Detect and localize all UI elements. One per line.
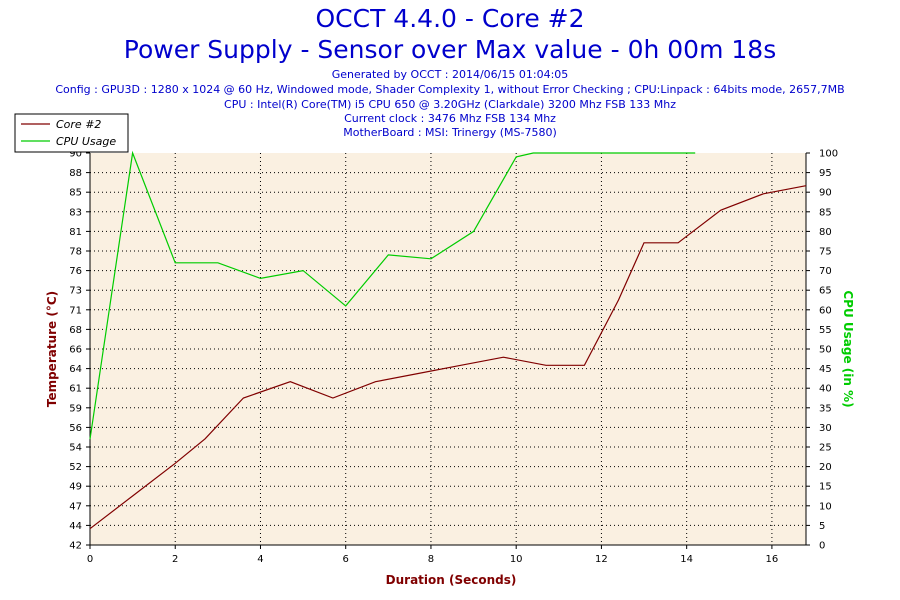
- y-tick-label-left: 68: [69, 325, 82, 336]
- y-tick-label-right: 80: [819, 227, 832, 238]
- series-line-core-2: [89, 185, 807, 530]
- y-tick-label-left: 49: [69, 482, 82, 493]
- x-tick-label: 8: [428, 554, 434, 565]
- y-tick-label-right: 95: [819, 168, 832, 179]
- legend-label: Core #2: [56, 118, 101, 131]
- y-tick-label-right: 65: [819, 286, 832, 297]
- x-tick-label: 4: [257, 554, 263, 565]
- y-tick-label-right: 15: [819, 482, 832, 493]
- y-tick-label-left: 73: [69, 286, 82, 297]
- y-tick-label-left: 85: [69, 188, 82, 199]
- y-tick-label-right: 75: [819, 247, 832, 258]
- cpu-info: CPU : Intel(R) Core(TM) i5 CPU 650 @ 3.2…: [224, 98, 676, 111]
- y-tick-label-right: 10: [819, 501, 832, 512]
- y-tick-label-left: 47: [69, 501, 82, 512]
- y-tick-label-left: 44: [69, 521, 82, 532]
- y-tick-label-left: 54: [69, 443, 82, 454]
- x-tick-label: 16: [766, 554, 779, 565]
- y-tick-label-right: 45: [819, 364, 832, 375]
- x-tick-label: 2: [172, 554, 178, 565]
- y-tick-label-left: 83: [69, 207, 82, 218]
- x-tick-label: 10: [510, 554, 523, 565]
- y-tick-label-right: 20: [819, 462, 832, 473]
- series-line-cpu-usage: [89, 150, 696, 440]
- y-axis-label-right: CPU Usage (in %): [841, 290, 855, 407]
- y-tick-label-right: 30: [819, 423, 832, 434]
- x-axis-label: Duration (Seconds): [386, 573, 517, 587]
- y-tick-label-right: 5: [819, 521, 825, 532]
- y-tick-label-left: 78: [69, 247, 82, 258]
- y-axis-label-left: Temperature (°C): [45, 291, 59, 407]
- y-tick-label-left: 61: [69, 384, 82, 395]
- generated-info: Generated by OCCT : 2014/06/15 01:04:05: [331, 68, 569, 81]
- y-tick-label-left: 81: [69, 227, 82, 238]
- y-tick-label-right: 85: [819, 207, 832, 218]
- legend: Core #2 CPU Usage: [14, 113, 129, 153]
- legend-label: CPU Usage: [56, 135, 116, 148]
- x-tick-label: 6: [343, 554, 349, 565]
- config-info: Config : GPU3D : 1280 x 1024 @ 60 Hz, Wi…: [55, 83, 845, 96]
- y-tick-label-right: 25: [819, 443, 832, 454]
- y-tick-label-right: 90: [819, 188, 832, 199]
- y-tick-label-left: 88: [69, 168, 82, 179]
- y-tick-label-right: 40: [819, 384, 832, 395]
- y-tick-label-left: 56: [69, 423, 82, 434]
- y-tick-label-left: 64: [69, 364, 82, 375]
- y-tick-label-left: 76: [69, 266, 82, 277]
- y-tick-label-right: 70: [819, 266, 832, 277]
- chart-title: OCCT 4.4.0 - Core #2: [315, 4, 585, 33]
- y-tick-label-left: 71: [69, 305, 82, 316]
- y-tick-label-left: 66: [69, 345, 82, 356]
- x-tick-label: 0: [87, 554, 93, 565]
- legend-box: [14, 113, 129, 153]
- clock-info: Current clock : 3476 Mhz FSB 134 Mhz: [344, 112, 556, 125]
- y-tick-label-right: 60: [819, 305, 832, 316]
- chart-subtitle: Power Supply - Sensor over Max value - 0…: [123, 35, 777, 64]
- y-tick-label-right: 100: [819, 149, 838, 160]
- y-tick-label-right: 55: [819, 325, 832, 336]
- y-tick-label-left: 42: [69, 541, 82, 552]
- y-tick-label-right: 0: [819, 541, 825, 552]
- y-tick-label-right: 50: [819, 345, 832, 356]
- x-tick-label: 12: [595, 554, 608, 565]
- y-tick-label-left: 52: [69, 462, 82, 473]
- y-tick-label-left: 90: [69, 149, 82, 160]
- motherboard-info: MotherBoard : MSI: Trinergy (MS-7580): [343, 126, 557, 139]
- x-tick-label: 14: [680, 554, 693, 565]
- y-tick-label-left: 59: [69, 403, 82, 414]
- y-tick-label-right: 35: [819, 403, 832, 414]
